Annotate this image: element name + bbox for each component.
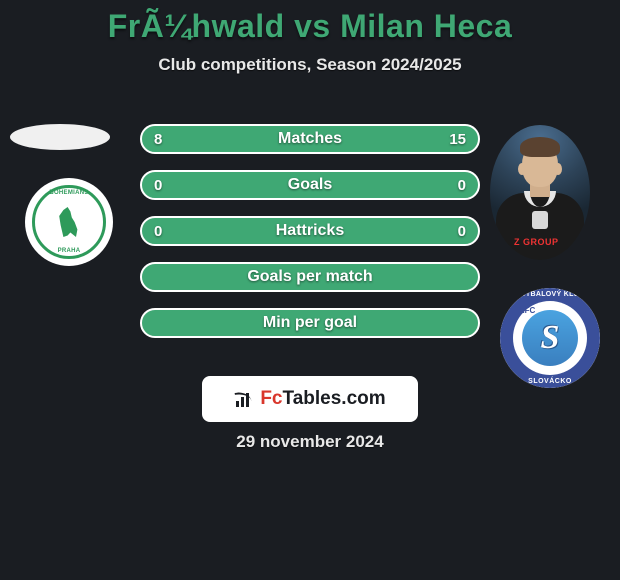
watermark-suffix: Tables.com — [283, 388, 386, 409]
stat-right-value: 15 — [449, 131, 466, 148]
crest-right-fc: 1.FC — [518, 306, 535, 315]
watermark-prefix: Fc — [260, 388, 282, 409]
player-right-avatar: Z GROUP — [490, 125, 590, 260]
stat-right-value: 0 — [458, 177, 466, 194]
stat-row: 8 Matches 15 — [140, 124, 480, 154]
crest-right-letter: S — [541, 319, 560, 357]
jersey-sponsor-text: Z GROUP — [514, 237, 559, 247]
stat-label: Goals per match — [247, 268, 372, 286]
stat-right-value: 0 — [458, 223, 466, 240]
comparison-card: FrÃ¼hwald vs Milan Heca Club competition… — [0, 0, 620, 580]
stat-left-value: 8 — [154, 131, 162, 148]
watermark-badge: FcTables.com — [202, 376, 418, 422]
page-title: FrÃ¼hwald vs Milan Heca — [0, 0, 620, 45]
stat-row: Min per goal — [140, 308, 480, 338]
stat-label: Hattricks — [276, 222, 344, 240]
stat-left-value: 0 — [154, 223, 162, 240]
stat-label: Goals — [288, 176, 332, 194]
player-left-club-crest: BOHEMIANS PRAHA — [25, 178, 113, 266]
kangaroo-icon — [55, 207, 83, 237]
stat-label: Min per goal — [263, 314, 357, 332]
crest-left-text-bottom: PRAHA — [58, 248, 81, 254]
player-left-avatar — [10, 124, 110, 150]
watermark-text: FcTables.com — [260, 388, 385, 410]
stats-list: 8 Matches 15 0 Goals 0 0 Hattricks 0 Goa… — [140, 124, 480, 354]
footer-date: 29 november 2024 — [0, 432, 620, 452]
stat-row: Goals per match — [140, 262, 480, 292]
stat-row: 0 Hattricks 0 — [140, 216, 480, 246]
crest-right-ring-top: FOTBALOVÝ KLUB — [500, 291, 600, 298]
player-right-club-crest: FOTBALOVÝ KLUB 1.FC S SLOVÁCKO — [500, 288, 600, 388]
page-subtitle: Club competitions, Season 2024/2025 — [0, 55, 620, 75]
crest-right-ring-bottom: SLOVÁCKO — [500, 378, 600, 385]
stat-row: 0 Goals 0 — [140, 170, 480, 200]
bar-chart-icon — [234, 391, 254, 407]
stat-left-value: 0 — [154, 177, 162, 194]
crest-left-text-top: BOHEMIANS — [49, 190, 88, 196]
stat-label: Matches — [278, 130, 342, 148]
